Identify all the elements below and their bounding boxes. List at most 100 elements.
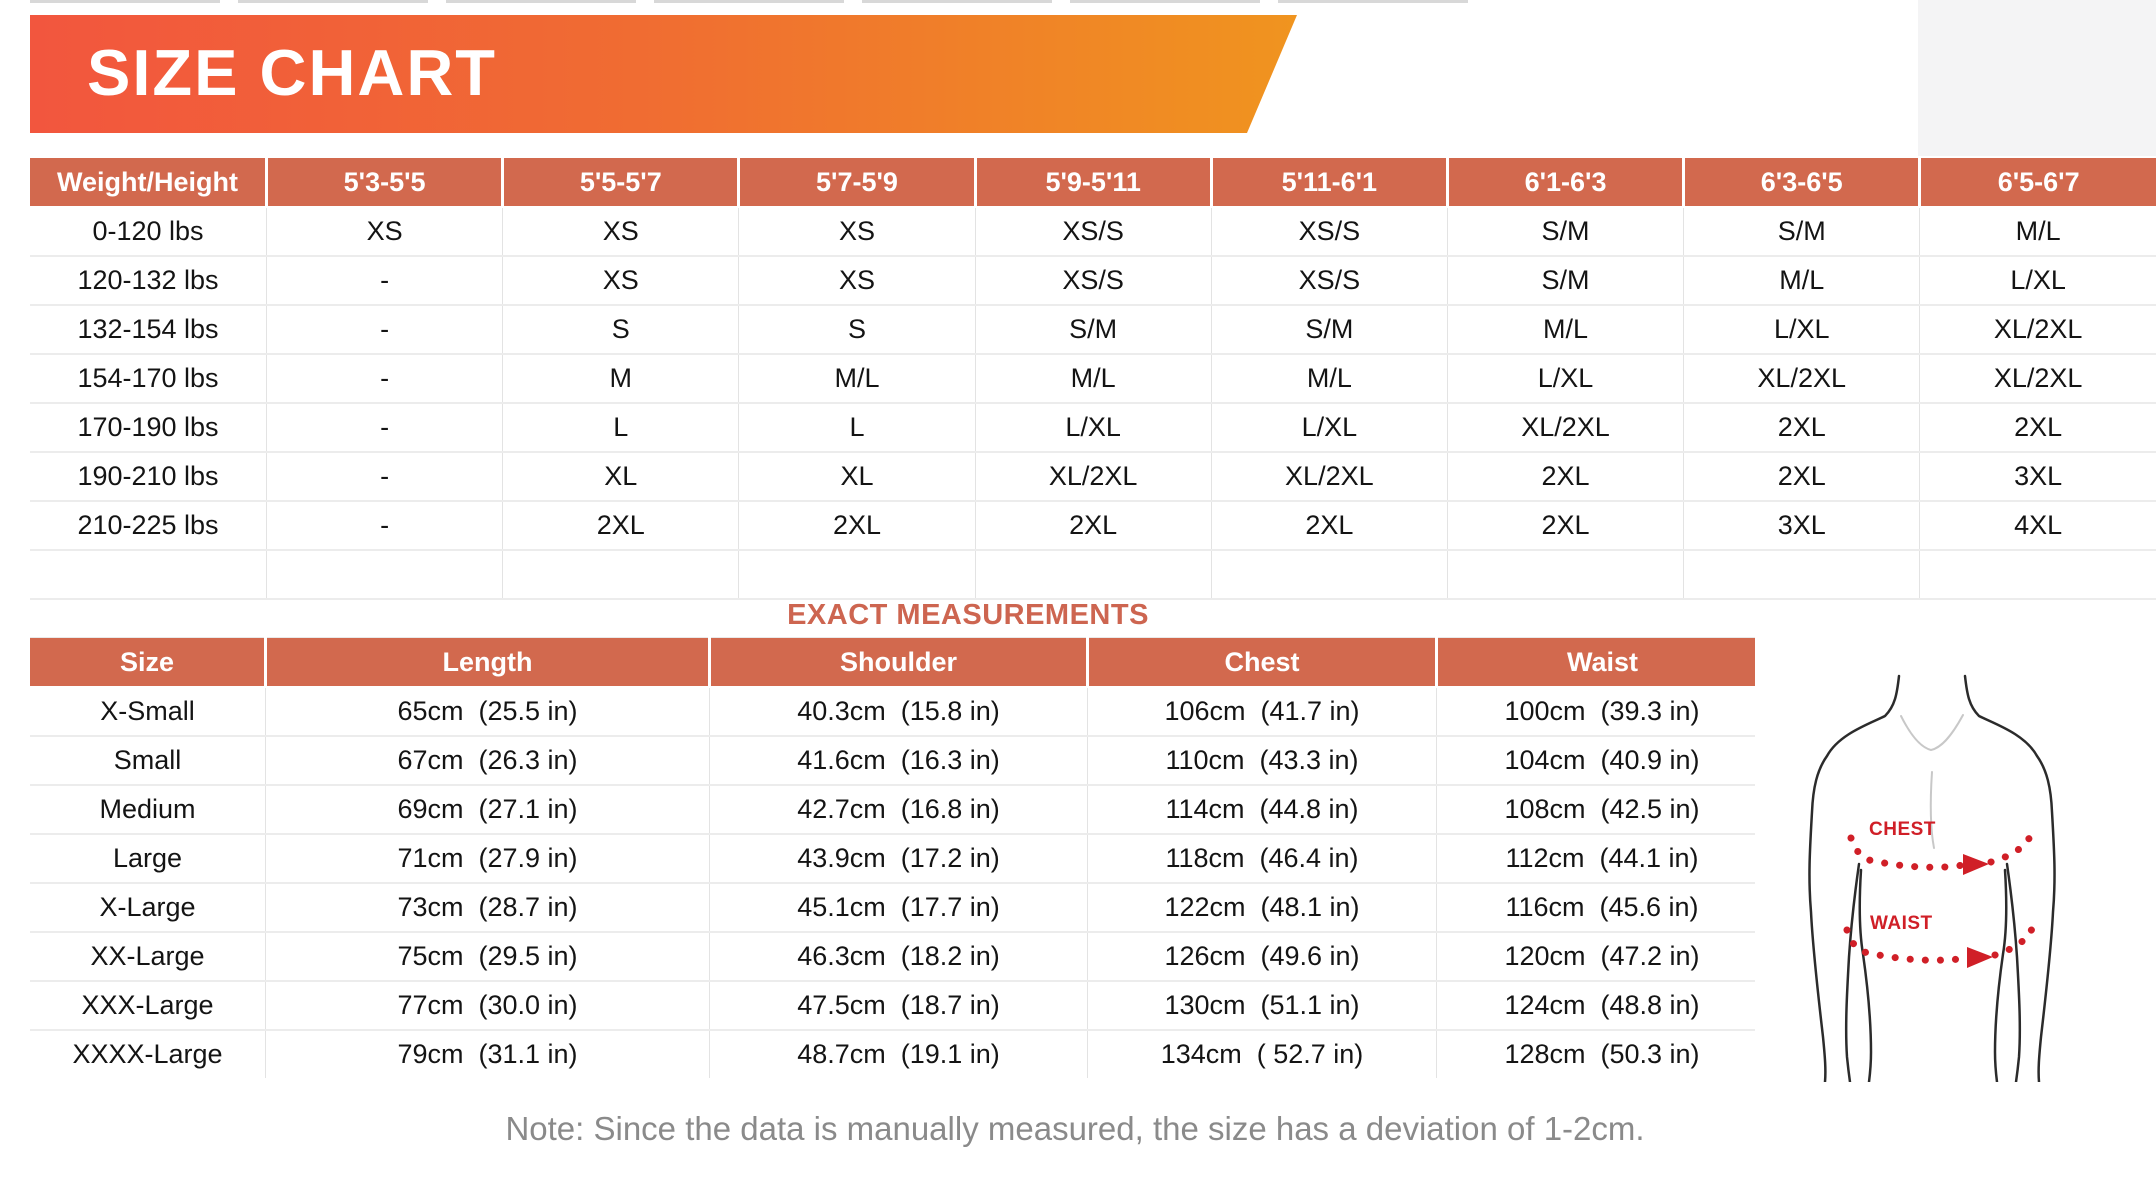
page-title: SIZE CHART: [87, 35, 497, 109]
table-cell: XXXX-Large: [30, 1029, 266, 1078]
table-cell: 112cm (44.1 in): [1436, 833, 1755, 883]
table-cell: 132-154 lbs: [30, 304, 267, 354]
table-cell: 3XL: [1683, 500, 1920, 550]
table-cell: L/XL: [974, 402, 1212, 452]
table-cell: S: [738, 304, 976, 354]
table-cell: XX-Large: [30, 931, 266, 981]
cropped-table-edge: [30, 0, 1470, 3]
table-cell: [502, 549, 739, 600]
table-cell: S/M: [1446, 255, 1684, 305]
table-cell: 47.5cm (18.7 in): [709, 980, 1088, 1030]
table-cell: -: [265, 353, 503, 403]
header-row: Size Length Shoulder Chest Waist: [30, 637, 1755, 688]
table-cell: 4XL: [1919, 500, 2156, 550]
table-cell: [265, 549, 503, 600]
table-cell: 100cm (39.3 in): [1436, 687, 1755, 736]
table-row: Medium 69cm (27.1 in) 42.7cm (16.8 in) 114c…: [30, 784, 1755, 834]
table-row: XXX-Large 77cm (30.0 in) 47.5cm (18.7 in) 1…: [30, 980, 1755, 1030]
size-chart-banner: SIZE CHART: [30, 15, 1297, 133]
table-cell: 3XL: [1919, 451, 2156, 501]
table-cell: 120cm (47.2 in): [1436, 931, 1755, 981]
section-title: EXACT MEASUREMENTS: [787, 599, 1149, 631]
table-cell: 126cm (49.6 in): [1087, 931, 1437, 981]
table-cell: [1446, 549, 1684, 600]
table-cell: 2XL: [738, 500, 976, 550]
table-cell: 104cm (40.9 in): [1436, 735, 1755, 785]
background-corner-block: [1918, 0, 2156, 156]
column-header: Chest: [1086, 637, 1437, 688]
table-cell: 154-170 lbs: [30, 353, 267, 403]
table-cell: M/L: [1446, 304, 1684, 354]
table-row: 154-170 lbs - M M/L M/L M/L L/XL XL/2XL XL/2XL: [30, 353, 2156, 403]
table-cell: XS: [738, 255, 976, 305]
table-cell: 2XL: [502, 500, 739, 550]
column-header: 6'5-6'7: [1918, 158, 2156, 208]
column-header: 5'11-6'1: [1209, 158, 1448, 208]
table-cell: 130cm (51.1 in): [1087, 980, 1437, 1030]
column-header: 6'3-6'5: [1682, 158, 1920, 208]
column-header: 5'5-5'7: [501, 158, 739, 208]
table-cell: 46.3cm (18.2 in): [709, 931, 1088, 981]
table-cell: 2XL: [1210, 500, 1448, 550]
table-cell: XS/S: [1210, 207, 1448, 256]
table-cell: 45.1cm (17.7 in): [709, 882, 1088, 932]
table-cell: 2XL: [1446, 451, 1684, 501]
table-row: X-Small 65cm (25.5 in) 40.3cm (15.8 in) 106…: [30, 687, 1755, 736]
table-row: Large 71cm (27.9 in) 43.9cm (17.2 in) 118cm…: [30, 833, 1755, 883]
table-cell: S/M: [974, 304, 1212, 354]
chest-label: CHEST: [1869, 819, 1936, 840]
table-cell: 2XL: [1683, 451, 1920, 501]
table-cell: XL: [738, 451, 976, 501]
table-row: [30, 549, 2156, 600]
table-cell: XS/S: [1210, 255, 1448, 305]
table-cell: -: [265, 304, 503, 354]
torso-outline: [1808, 674, 2056, 1082]
table-cell: 43.9cm (17.2 in): [709, 833, 1088, 883]
table-row: 132-154 lbs - S S S/M S/M M/L L/XL XL/2XL: [30, 304, 2156, 354]
table-cell: [1919, 549, 2156, 600]
table-cell: XL/2XL: [1919, 353, 2156, 403]
table-cell: 0-120 lbs: [92, 216, 204, 246]
chest-dotted-line: [1847, 825, 2038, 871]
table-cell: S/M: [1446, 207, 1684, 256]
table-cell: 2XL: [974, 500, 1212, 550]
table-row: Small 67cm (26.3 in) 41.6cm (16.3 in) 110cm…: [30, 735, 1755, 785]
table-cell: L/XL: [1446, 353, 1684, 403]
column-header: 5'9-5'11: [973, 158, 1212, 208]
table-cell: 114cm (44.8 in): [1087, 784, 1437, 834]
column-header: Size: [30, 637, 266, 688]
table-cell: XS: [265, 207, 503, 256]
table-cell: 77cm (30.0 in): [265, 980, 710, 1030]
table-cell: M/L: [1919, 207, 2156, 256]
table-cell: M/L: [738, 353, 976, 403]
table-cell: 120-132 lbs: [30, 255, 267, 305]
table-cell: 124cm (48.8 in): [1436, 980, 1755, 1030]
table-cell: X-Small: [100, 696, 195, 726]
table-cell: XL/2XL: [1210, 451, 1448, 501]
table-cell: [1210, 549, 1448, 600]
table-cell: 71cm (27.9 in): [265, 833, 710, 883]
collar-sternum-lines: [1900, 714, 1964, 849]
table-cell: 2XL: [1919, 402, 2156, 452]
column-header: 6'1-6'3: [1445, 158, 1684, 208]
exact-measurements-table-wrap: Size Length Shoulder Chest Waist X-Small 65cm …: [30, 637, 1755, 1078]
table-cell: S: [502, 304, 739, 354]
table-cell: 108cm (42.5 in): [1436, 784, 1755, 834]
table-cell: [974, 549, 1212, 600]
table-cell: 210-225 lbs: [30, 500, 267, 550]
table-row: XXXX-Large 79cm (31.1 in) 48.7cm (19.1 in)…: [30, 1029, 1755, 1078]
table-cell: 65cm (25.5 in): [265, 687, 710, 736]
table-cell: 128cm (50.3 in): [1436, 1029, 1755, 1078]
table-cell: 67cm (26.3 in): [265, 735, 710, 785]
table-cell: S/M: [1210, 304, 1448, 354]
table-cell: -: [265, 500, 503, 550]
table-row: X-Large 73cm (28.7 in) 45.1cm (17.7 in) 122…: [30, 882, 1755, 932]
table-cell: 134cm ( 52.7 in): [1087, 1029, 1437, 1078]
table-cell: L/XL: [1683, 304, 1920, 354]
table-cell: 106cm (41.7 in): [1087, 687, 1437, 736]
column-header: 5'3-5'5: [264, 158, 503, 208]
table-cell: [1683, 549, 1920, 600]
header-row: Weight/Height 5'3-5'5 5'5-5'7 5'7-5'9 5'9-5'…: [30, 158, 2156, 208]
table-cell: 190-210 lbs: [30, 451, 267, 501]
table-cell: 42.7cm (16.8 in): [709, 784, 1088, 834]
